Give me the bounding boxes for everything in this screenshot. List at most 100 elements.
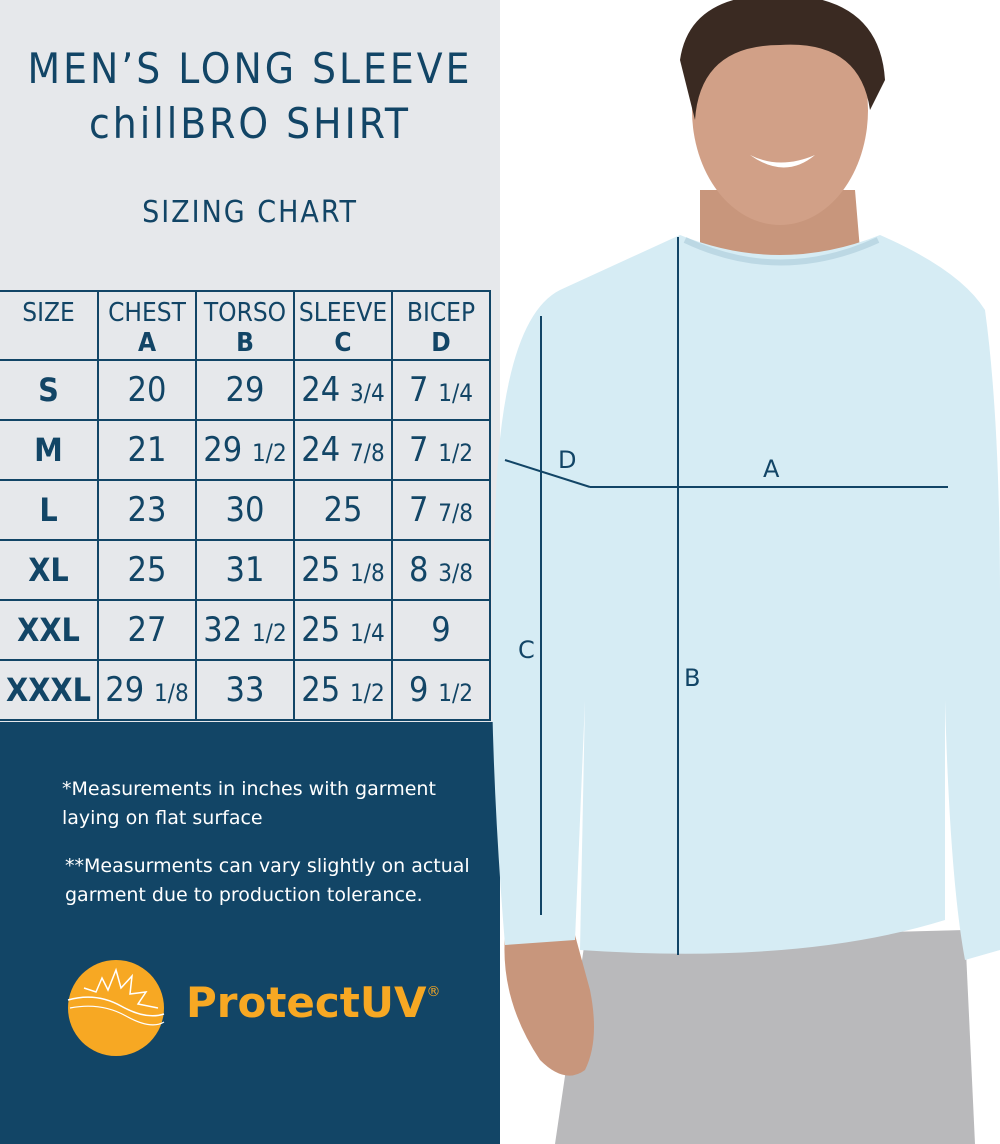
whole-value: 7 xyxy=(409,370,429,410)
whole-value: 27 xyxy=(127,610,167,650)
whole-value: 29 xyxy=(105,670,145,710)
size-cell: XL xyxy=(0,539,99,601)
note-line: **Measurments can vary slightly on actua… xyxy=(65,855,470,877)
size-cell: L xyxy=(0,479,99,541)
whole-value: 25 xyxy=(301,610,341,650)
whole-value: 24 xyxy=(301,430,341,470)
measurement-cell: 20 xyxy=(97,359,197,421)
table-row: XXXL 29 1/8 33 25 1/2 9 1/2 xyxy=(0,659,491,721)
fraction-value: 1/2 xyxy=(349,679,385,707)
measure-label-d: D xyxy=(558,446,577,474)
measurement-cell: 30 xyxy=(195,479,295,541)
protectuv-logo-icon xyxy=(67,960,165,1056)
measurement-cell: 25 1/2 xyxy=(293,659,393,721)
measurement-cell: 24 3/4 xyxy=(293,359,393,421)
column-header-torso: TORSO B xyxy=(195,290,295,361)
measurement-cell: 32 1/2 xyxy=(195,599,295,661)
measurement-cell: 21 xyxy=(97,419,197,481)
whole-value: 7 xyxy=(409,490,429,530)
column-label: CHEST xyxy=(108,298,186,328)
whole-value: 29 xyxy=(225,370,265,410)
whole-value: 24 xyxy=(301,370,341,410)
whole-value: 9 xyxy=(431,610,451,650)
column-header-sleeve: SLEEVE C xyxy=(293,290,393,361)
fraction-value: 7/8 xyxy=(438,499,473,527)
whole-value: 8 xyxy=(409,550,429,590)
measurement-cell: 29 1/2 xyxy=(195,419,295,481)
measurement-cell: 23 xyxy=(97,479,197,541)
column-letter: A xyxy=(137,328,157,358)
measurement-cell: 25 xyxy=(97,539,197,601)
measurement-cell: 9 1/2 xyxy=(391,659,491,721)
table-row: S 20 29 24 3/4 7 1/4 xyxy=(0,359,491,421)
fraction-value: 1/4 xyxy=(349,619,385,647)
whole-value: 25 xyxy=(323,490,363,530)
note-line: *Measurements in inches with garment xyxy=(62,778,436,800)
column-label: SIZE xyxy=(22,298,75,328)
registered-mark: ® xyxy=(426,984,441,1000)
fraction-value: 1/2 xyxy=(438,439,473,467)
fraction-value: 1/8 xyxy=(153,679,189,707)
column-letter: B xyxy=(236,328,254,358)
size-cell: M xyxy=(0,419,99,481)
whole-value: 31 xyxy=(225,550,265,590)
size-cell: XXXL xyxy=(0,659,99,721)
whole-value: 25 xyxy=(301,670,341,710)
fraction-value: 1/2 xyxy=(251,439,287,467)
protectuv-logo-text: ProtectUV® xyxy=(186,978,441,1027)
measurement-cell: 7 7/8 xyxy=(391,479,491,541)
fraction-value: 1/4 xyxy=(438,379,473,407)
note-measurement: *Measurements in inches with garment lay… xyxy=(62,775,436,833)
table-row: XXL 27 32 1/2 25 1/4 9 xyxy=(0,599,491,661)
sizing-chart-heading: SIZING CHART xyxy=(142,195,358,230)
logo-word: ProtectUV xyxy=(186,978,427,1027)
whole-value: 25 xyxy=(127,550,167,590)
measurement-cell: 8 3/8 xyxy=(391,539,491,601)
product-title-line2: chillBRO SHIRT xyxy=(89,99,411,148)
measurement-cell: 24 7/8 xyxy=(293,419,393,481)
measurement-cell: 31 xyxy=(195,539,295,601)
fraction-value: 7/8 xyxy=(349,439,385,467)
measurement-cell: 7 1/2 xyxy=(391,419,491,481)
measurement-cell: 7 1/4 xyxy=(391,359,491,421)
column-header-size: SIZE xyxy=(0,290,99,361)
fraction-value: 1/2 xyxy=(251,619,287,647)
measurement-cell: 9 xyxy=(391,599,491,661)
table-header-row: SIZE CHEST A TORSO B SLEEVE C BICEP D xyxy=(0,290,491,361)
fraction-value: 1/8 xyxy=(349,559,385,587)
size-cell: S xyxy=(0,359,99,421)
whole-value: 30 xyxy=(225,490,265,530)
measurement-cell: 33 xyxy=(195,659,295,721)
whole-value: 7 xyxy=(409,430,429,470)
whole-value: 21 xyxy=(127,430,167,470)
measurement-cell: 25 xyxy=(293,479,393,541)
notes-panel xyxy=(0,722,500,1144)
measurement-cell: 25 1/8 xyxy=(293,539,393,601)
fraction-value: 3/8 xyxy=(438,559,473,587)
measurement-cell: 25 1/4 xyxy=(293,599,393,661)
measure-label-b: B xyxy=(684,664,701,692)
measure-label-a: A xyxy=(763,455,780,483)
model-photo xyxy=(491,0,1000,1144)
column-header-bicep: BICEP D xyxy=(391,290,491,361)
product-title-line1: MEN’S LONG SLEEVE xyxy=(27,44,473,93)
column-label: TORSO xyxy=(203,298,287,328)
table-row: L 23 30 25 7 7/8 xyxy=(0,479,491,541)
column-letter: C xyxy=(334,328,352,358)
whole-value: 23 xyxy=(127,490,167,530)
measurement-cell: 29 1/8 xyxy=(97,659,197,721)
whole-value: 32 xyxy=(203,610,243,650)
measurement-cell: 29 xyxy=(195,359,295,421)
note-line: laying on flat surface xyxy=(62,807,263,829)
whole-value: 29 xyxy=(203,430,243,470)
column-header-chest: CHEST A xyxy=(97,290,197,361)
whole-value: 20 xyxy=(127,370,167,410)
fraction-value: 1/2 xyxy=(438,679,473,707)
size-table: SIZE CHEST A TORSO B SLEEVE C BICEP D S 20 29 24 3/… xyxy=(0,290,491,721)
fraction-value: 3/4 xyxy=(349,379,385,407)
column-letter: D xyxy=(431,328,451,358)
measurement-cell: 27 xyxy=(97,599,197,661)
size-cell: XXL xyxy=(0,599,99,661)
table-row: XL 25 31 25 1/8 8 3/8 xyxy=(0,539,491,601)
measure-label-c: C xyxy=(518,636,535,664)
